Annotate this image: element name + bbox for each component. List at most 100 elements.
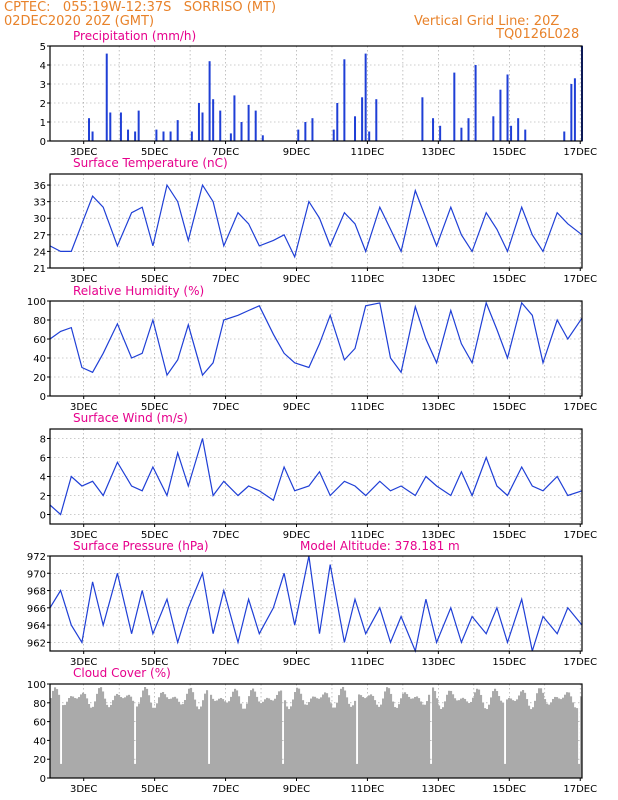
cloud-bar bbox=[64, 704, 67, 778]
cloud-bar bbox=[162, 691, 165, 778]
cloud-bar bbox=[154, 707, 157, 778]
cloud-bar bbox=[528, 705, 531, 778]
cloud-bar bbox=[556, 697, 559, 778]
cloud-bar bbox=[326, 693, 329, 778]
x-tick-label: 11DEC bbox=[351, 657, 385, 668]
cloud-bar bbox=[98, 688, 101, 778]
precip-bar bbox=[368, 131, 371, 141]
cloud-bar bbox=[488, 704, 491, 778]
cloud-bar bbox=[398, 704, 401, 778]
y-tick-label: 30 bbox=[33, 214, 46, 225]
precip-bar bbox=[134, 131, 137, 141]
cloud-bar bbox=[336, 702, 339, 778]
cloud-bar bbox=[384, 691, 387, 778]
precip-bar bbox=[492, 116, 495, 141]
precip-bar bbox=[453, 72, 456, 141]
cloud-bar bbox=[274, 698, 277, 778]
precip-bar bbox=[261, 135, 264, 141]
cloud-bar bbox=[266, 697, 269, 778]
cloud-bar bbox=[72, 696, 75, 778]
precip-bar bbox=[247, 104, 250, 141]
header-station-line: CPTEC: 055:19W-12:37S SORRISO (MT) bbox=[4, 0, 277, 15]
cloud-bar bbox=[498, 696, 501, 778]
cloud-bar bbox=[364, 698, 367, 778]
y-tick-label: 100 bbox=[27, 297, 46, 308]
cloud-bar bbox=[62, 705, 65, 778]
cloud-bar bbox=[140, 697, 143, 778]
cloud-bar bbox=[134, 763, 137, 778]
cloud-bar bbox=[334, 707, 337, 778]
cloud-bar bbox=[354, 700, 357, 778]
cloud-bar bbox=[96, 693, 99, 778]
x-tick-label: 15DEC bbox=[492, 657, 526, 668]
cloud-bar bbox=[392, 701, 395, 778]
cloud-bar bbox=[440, 708, 443, 778]
cloud-bar bbox=[544, 699, 547, 778]
y-tick-label: 0 bbox=[40, 511, 46, 522]
header-vertical-grid-note: Vertical Grid Line: 20Z bbox=[414, 14, 560, 29]
y-tick-label: 80 bbox=[33, 699, 46, 710]
cloud-bar bbox=[286, 706, 289, 778]
x-tick-label: 17DEC bbox=[563, 530, 597, 541]
cloud-bar bbox=[352, 705, 355, 778]
series-line-3 bbox=[49, 438, 583, 516]
y-tick-label: 0 bbox=[40, 774, 46, 785]
precip-bar bbox=[208, 61, 211, 142]
cloud-bar bbox=[272, 700, 275, 778]
y-tick-label: 27 bbox=[33, 231, 46, 242]
cloud-bar bbox=[360, 695, 363, 778]
panel-grid-4 bbox=[50, 556, 582, 651]
cloud-bar bbox=[348, 703, 351, 778]
cloud-bar bbox=[150, 702, 153, 778]
cloud-bar bbox=[106, 704, 109, 778]
y-tick-label: 5 bbox=[40, 42, 46, 53]
cloud-bar bbox=[100, 687, 103, 778]
precip-bar bbox=[432, 118, 435, 141]
x-tick-label: 17DEC bbox=[563, 657, 597, 668]
cloud-bar bbox=[464, 698, 467, 778]
cloud-bar bbox=[342, 686, 345, 778]
y-tick-label: 966 bbox=[27, 604, 46, 615]
precip-bar bbox=[439, 125, 442, 141]
x-tick-label: 5DEC bbox=[141, 274, 168, 285]
cloud-bar bbox=[518, 695, 521, 778]
y-tick-label: 968 bbox=[27, 587, 46, 598]
x-tick-label: 3DEC bbox=[70, 402, 97, 413]
cloud-bar bbox=[88, 704, 91, 778]
cloud-bar bbox=[548, 704, 551, 778]
cloud-bar bbox=[320, 697, 323, 778]
cloud-bar bbox=[520, 691, 523, 778]
y-tick-label: 0 bbox=[40, 137, 46, 148]
cloud-bar bbox=[280, 690, 283, 778]
x-tick-label: 5DEC bbox=[141, 147, 168, 158]
cloud-bar bbox=[202, 700, 205, 778]
cloud-bar bbox=[408, 696, 411, 778]
cloud-bar bbox=[136, 706, 139, 778]
y-tick-label: 2 bbox=[40, 99, 46, 110]
precip-bar bbox=[332, 129, 335, 141]
y-tick-label: 6 bbox=[40, 454, 46, 465]
cloud-bar bbox=[410, 698, 413, 778]
cloud-bar bbox=[216, 700, 219, 778]
cloud-bar bbox=[190, 687, 193, 778]
y-tick-label: 21 bbox=[33, 264, 46, 275]
cloud-bar bbox=[350, 706, 353, 778]
cloud-bar bbox=[246, 703, 249, 778]
cloud-bar bbox=[400, 698, 403, 778]
cloud-bar bbox=[288, 709, 291, 778]
cloud-bar bbox=[434, 691, 437, 778]
cloud-bar bbox=[74, 697, 77, 778]
precip-bar bbox=[421, 97, 424, 141]
cloud-bar bbox=[546, 703, 549, 778]
cloud-bar bbox=[552, 698, 555, 778]
x-tick-label: 11DEC bbox=[351, 274, 385, 285]
cloud-bar bbox=[438, 705, 441, 778]
cloud-bar bbox=[218, 698, 221, 778]
y-tick-label: 40 bbox=[33, 736, 46, 747]
x-tick-label: 13DEC bbox=[421, 784, 455, 795]
panel-grid-0 bbox=[50, 46, 582, 141]
cloud-bar bbox=[578, 763, 581, 778]
cloud-bar bbox=[268, 698, 271, 778]
cloud-bar bbox=[368, 695, 371, 778]
